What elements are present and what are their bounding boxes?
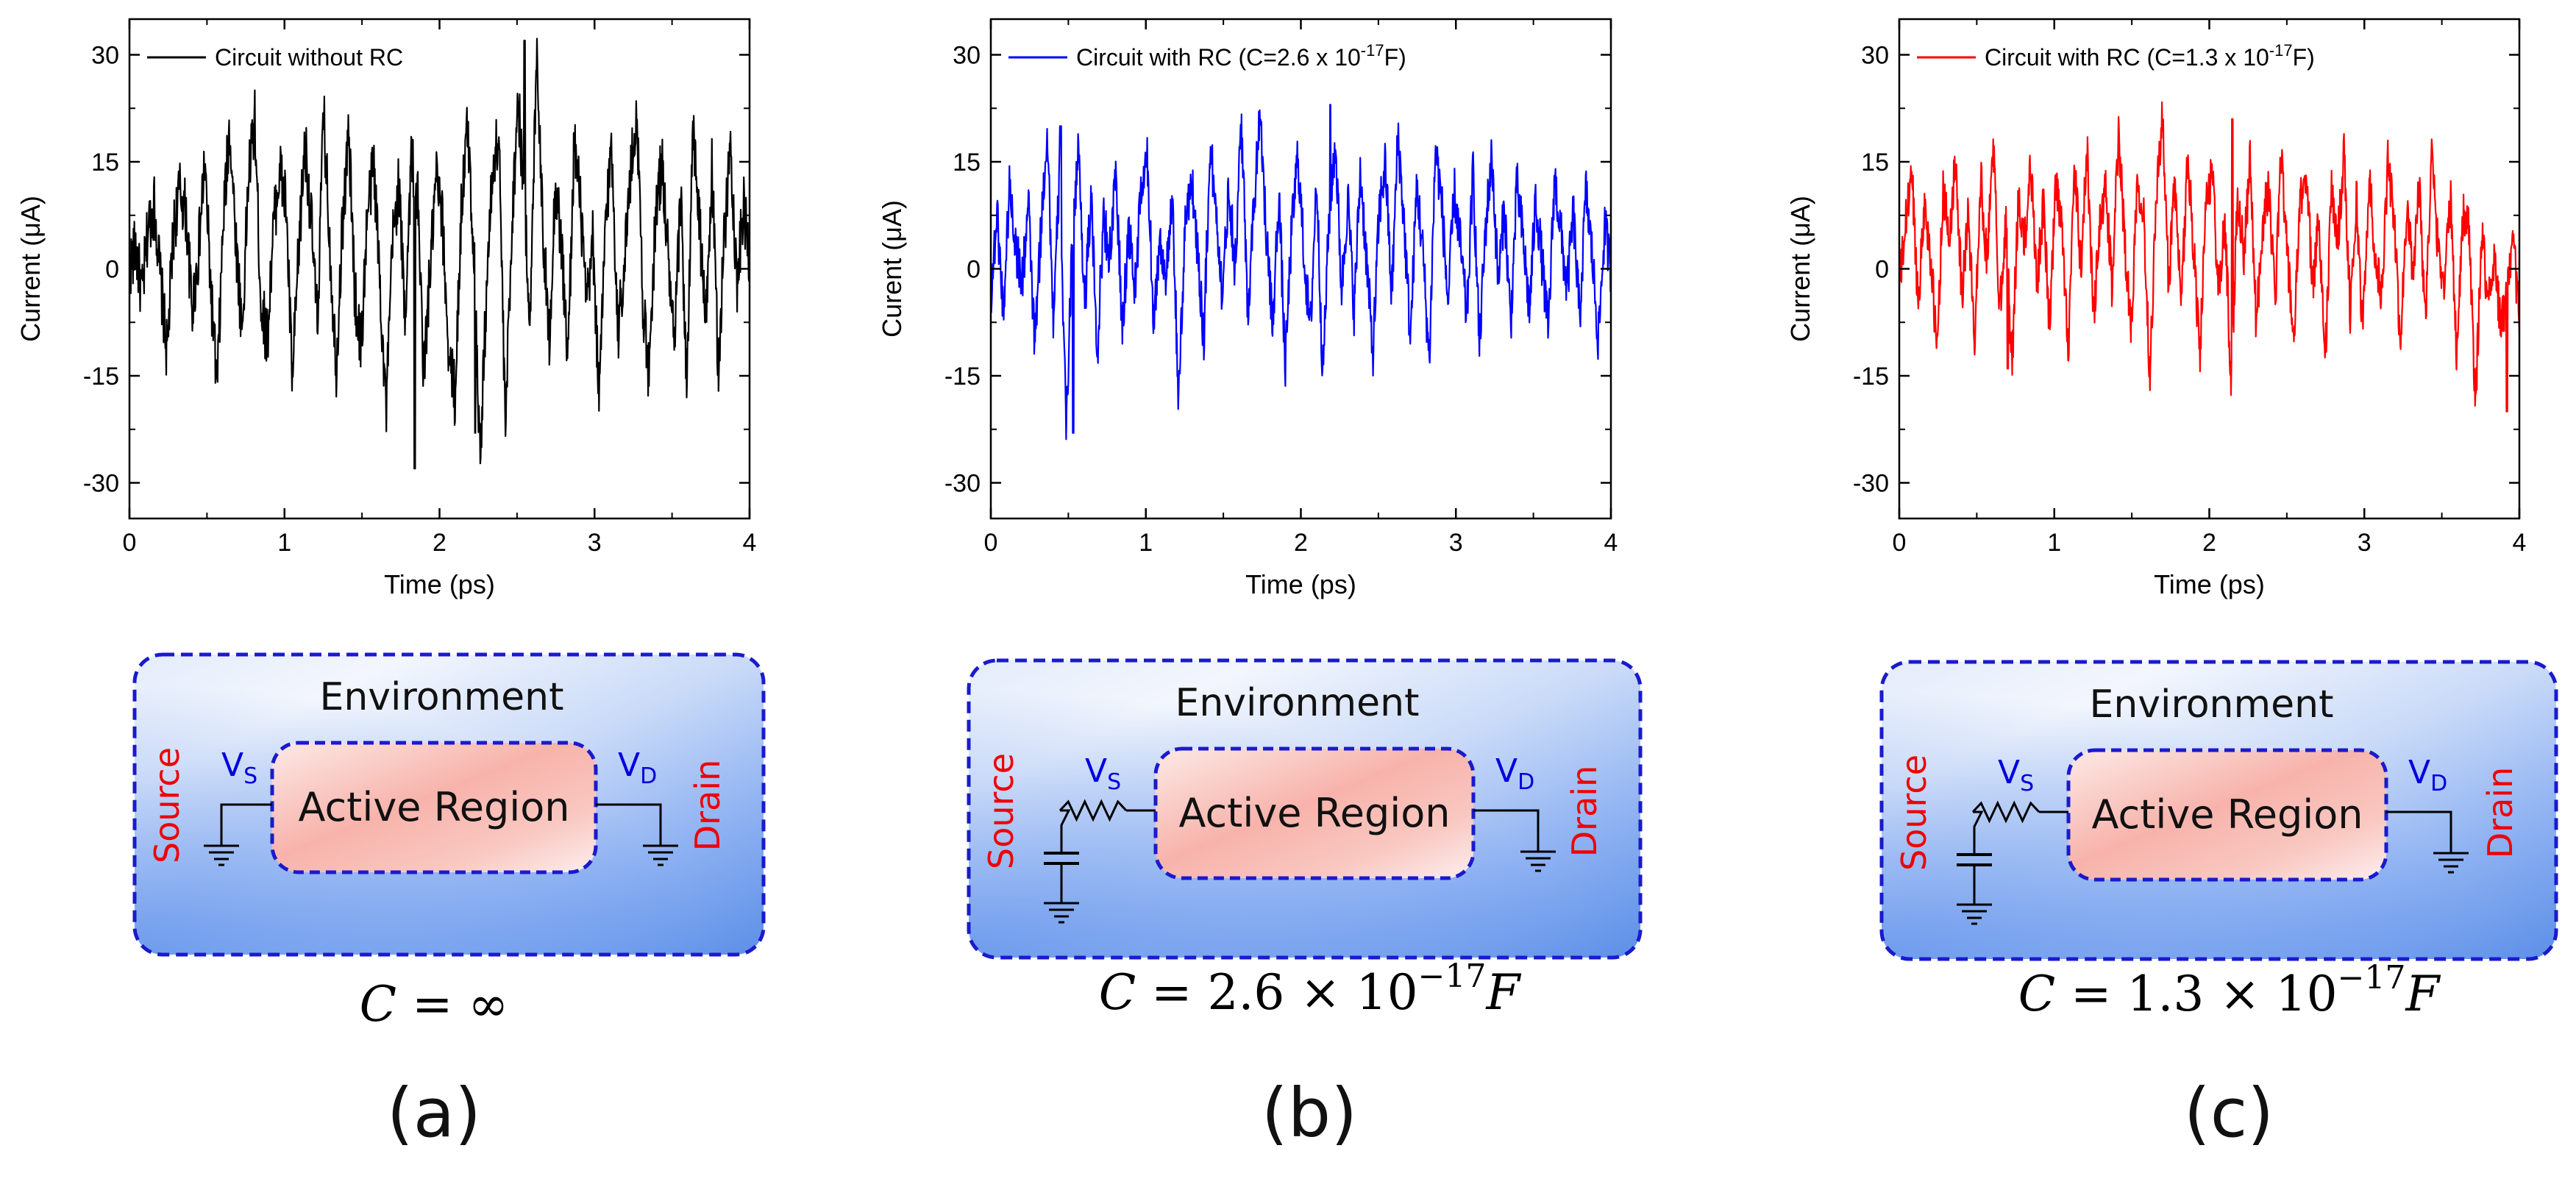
plot-frame: [1898, 18, 2521, 520]
panel-b: 0 1 2 3 4 -30 -15 0 15 30 Time (ps) Curent (μA) Circ…: [877, 18, 1643, 1152]
y-tick-label: -15: [83, 363, 119, 391]
active-region-label: Active Region: [2091, 791, 2363, 838]
x-tick-label: 0: [984, 529, 998, 557]
y-axis-label: Current (μA): [15, 196, 46, 342]
active-region-box: [2066, 748, 2388, 882]
data-series-line: [989, 104, 1612, 441]
y-tick-label: 15: [953, 149, 981, 177]
panel-label: (b): [1262, 1074, 1357, 1152]
y-tick-label: 30: [953, 42, 981, 70]
panel-label: (a): [387, 1074, 481, 1152]
vd-label: VD: [1495, 752, 1534, 795]
capacitance-equation: C = ∞: [360, 976, 509, 1033]
x-axis-label: Time (ps): [2154, 569, 2265, 599]
y-tick-label: -15: [944, 363, 981, 391]
rc-wire: [1973, 810, 1984, 855]
x-tick-label: 2: [2202, 529, 2216, 557]
y-tick-label: 30: [91, 42, 119, 70]
x-tick-label: 2: [1294, 529, 1308, 557]
rc-wire: [1060, 809, 1071, 853]
resistor-icon: [1058, 799, 1128, 822]
x-tick-label: 2: [433, 529, 446, 557]
drain-label: Drain: [1565, 766, 1604, 857]
data-series-line: [1898, 101, 2521, 413]
panel-c: 0 1 2 3 4 -30 -15 0 15 30 Time (ps) Current (μA) Cir…: [1785, 18, 2558, 1152]
environment-box: [1879, 660, 2558, 961]
drain-label: Drain: [2480, 767, 2520, 858]
drain-label: Drain: [688, 760, 727, 851]
vs-label: VS: [1085, 752, 1121, 795]
x-tick-label: 0: [1893, 529, 1907, 557]
active-region-label: Active Region: [1178, 790, 1450, 836]
active-region-box: [270, 741, 598, 874]
x-tick-label: 3: [2358, 529, 2372, 557]
vs-label: VS: [1998, 754, 2034, 796]
y-tick-label: 15: [91, 149, 119, 177]
x-axis-label: Time (ps): [1245, 569, 1356, 599]
y-tick-label: -30: [944, 470, 981, 498]
active-region-box: [1153, 746, 1476, 880]
drain-wire: [2386, 810, 2452, 853]
y-tick-label: -30: [83, 470, 119, 498]
environment-label: Environment: [2089, 683, 2333, 727]
vs-label: VS: [221, 746, 257, 789]
capacitance-equation: C = 2.6 × 10−17F: [1099, 958, 1522, 1021]
vd-label: VD: [618, 746, 657, 789]
y-tick-label: 30: [1861, 42, 1889, 70]
drain-wire: [1473, 809, 1540, 852]
source-label: Source: [1894, 755, 1934, 871]
y-axis-label: Curent (μA): [877, 200, 907, 338]
y-axis-label: Current (μA): [1785, 196, 1815, 342]
panel-label: (c): [2184, 1074, 2274, 1152]
environment-box: [132, 652, 766, 957]
environment-box: [967, 658, 1643, 960]
x-axis-label: Time (ps): [384, 569, 495, 599]
plot-frame: [128, 18, 751, 520]
y-tick-label: 0: [1875, 256, 1889, 284]
y-tick-label: -15: [1853, 363, 1889, 391]
x-tick-label: 1: [1139, 529, 1153, 557]
legend-label: Circuit with RC (C=2.6 x 10-17F): [1076, 41, 1406, 71]
panel-a: 0 1 2 3 4 -30 -15 0 15 30 Time (ps) Current (μA) Cir…: [15, 18, 766, 1152]
y-tick-label: 15: [1861, 149, 1889, 177]
y-tick-label: 0: [967, 256, 981, 284]
x-tick-label: 4: [1604, 529, 1618, 557]
environment-label: Environment: [319, 675, 563, 719]
x-tick-label: 4: [743, 529, 757, 557]
source-label: Source: [981, 753, 1021, 869]
plot-frame: [989, 18, 1612, 520]
environment-label: Environment: [1175, 681, 1419, 725]
source-wire: [220, 803, 272, 846]
source-label: Source: [147, 747, 187, 863]
y-tick-label: -30: [1853, 470, 1889, 498]
x-tick-label: 3: [588, 529, 602, 557]
legend-label: Circuit with RC (C=1.3 x 10-17F): [1985, 41, 2315, 71]
legend-label: Circuit without RC: [215, 44, 403, 71]
vd-label: VD: [2408, 754, 2447, 796]
x-tick-label: 4: [2513, 529, 2527, 557]
capacitance-equation: C = 1.3 × 10−17F: [2018, 959, 2441, 1022]
x-tick-label: 0: [123, 529, 137, 557]
y-tick-label: 0: [105, 256, 119, 284]
x-tick-label: 1: [2047, 529, 2061, 557]
resistor-icon: [1971, 800, 2040, 824]
drain-wire: [596, 803, 662, 846]
x-tick-label: 1: [277, 529, 291, 557]
data-series-line: [128, 38, 751, 470]
x-tick-label: 3: [1449, 529, 1463, 557]
active-region-label: Active Region: [298, 784, 569, 830]
